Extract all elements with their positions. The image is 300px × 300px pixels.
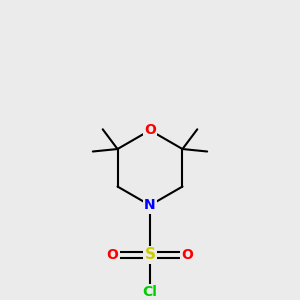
Text: O: O	[106, 248, 119, 262]
Text: O: O	[144, 123, 156, 137]
Text: S: S	[145, 247, 155, 262]
Text: Cl: Cl	[142, 285, 158, 299]
Text: N: N	[144, 198, 156, 212]
Text: O: O	[182, 248, 194, 262]
